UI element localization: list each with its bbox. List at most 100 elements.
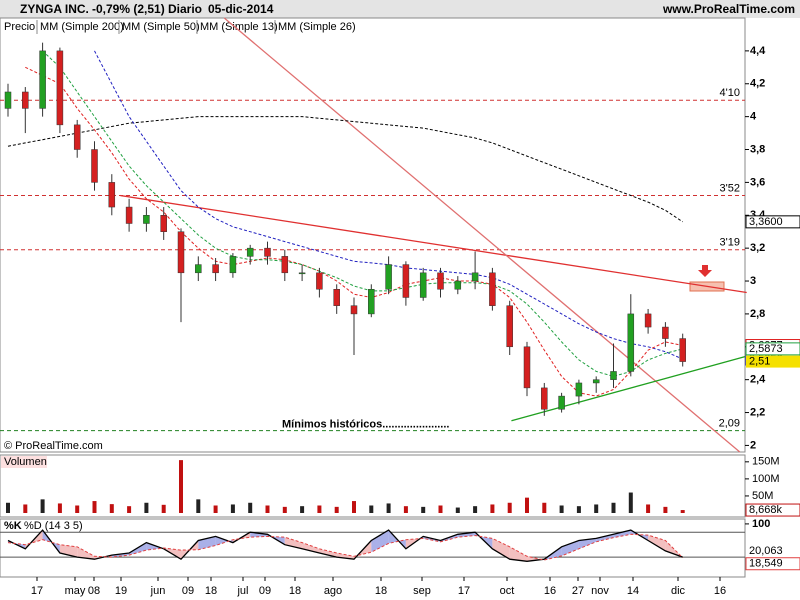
volume-bar (594, 504, 599, 513)
y-tick-label: 4 (750, 111, 757, 123)
stoch-fill (613, 530, 631, 538)
x-tick-label: 18 (375, 585, 387, 597)
candle-body (281, 256, 289, 274)
y-tick-label: 150M (752, 456, 780, 468)
y-tick-label: 4,4 (750, 45, 766, 57)
candle-body (454, 280, 462, 290)
candle-body (662, 326, 669, 339)
volume-bar (490, 504, 495, 513)
candle-body (177, 231, 185, 274)
candle-body (91, 149, 98, 183)
volume-bar (628, 492, 633, 513)
x-tick-label: 16 (714, 585, 726, 597)
volume-bar (403, 506, 408, 513)
x-tick-label: 08 (88, 585, 100, 597)
trend-line (120, 194, 747, 294)
period: Diario (168, 2, 202, 16)
y-tick-label: 2,8 (750, 308, 765, 320)
candle-body (541, 387, 548, 410)
candle-body (264, 247, 271, 257)
x-tick-label: 09 (259, 585, 271, 597)
candle-body (506, 305, 513, 348)
copyright: © ProRealTime.com (4, 440, 103, 452)
stoch-fill (509, 546, 527, 562)
volume-bar (57, 503, 62, 513)
candle-body (523, 346, 531, 389)
stoch-fill (578, 538, 597, 549)
volume-bar (282, 506, 287, 513)
stoch-line (7, 529, 683, 562)
volume-bar (507, 502, 512, 513)
header-bar (0, 0, 800, 18)
stoch-tag: 20,063 (749, 545, 783, 557)
candle-body (246, 247, 254, 257)
x-tick-label: sep (413, 585, 431, 597)
volume-bar (92, 501, 97, 513)
x-tick-label: jun (150, 585, 166, 597)
x-tick-label: 17 (458, 585, 470, 597)
price-tag-box (745, 215, 800, 229)
volume-bar (6, 502, 10, 513)
candle-body (125, 206, 133, 224)
stoch-fill (25, 530, 43, 549)
candle-body (644, 313, 652, 328)
price-tag: 2,51 (749, 355, 770, 367)
volume-bar (127, 506, 132, 513)
y-tick-label: 100 (752, 518, 770, 530)
ma-line (94, 50, 683, 360)
candle-body (39, 50, 46, 109)
volume-bar (161, 504, 166, 513)
candle-body (229, 256, 237, 274)
stoch-fill (371, 530, 389, 553)
x-tick-label: ago (324, 585, 342, 597)
site: www.ProRealTime.com (662, 2, 795, 16)
candle-body (419, 272, 427, 298)
volume-bar (109, 504, 114, 513)
volume-bar (473, 506, 478, 513)
volume-bar (179, 460, 183, 513)
volume-bar (663, 506, 668, 513)
x-tick-label: 14 (627, 585, 639, 597)
legend-entry: MM (Simple 26) (278, 21, 356, 33)
x-tick-label: nov (591, 585, 609, 597)
x-tick-label: may (65, 585, 86, 597)
legend-entry: MM (Simple 13) (200, 21, 278, 33)
candle-body (385, 264, 392, 290)
level-note: Mínimos históricos...................... (282, 419, 449, 431)
ma-line (7, 116, 683, 223)
volume-bar (438, 505, 443, 513)
y-tick-label: 2,2 (750, 406, 765, 418)
stoch-frame (0, 518, 746, 578)
volume-bar (213, 505, 218, 513)
price-tag-box (745, 342, 800, 356)
stoch-fill (215, 536, 233, 546)
candle-body (56, 50, 64, 126)
candle-body (298, 272, 306, 275)
candle-body (316, 272, 323, 290)
level-label: 3'19 (720, 237, 740, 249)
volume-bar (369, 505, 374, 513)
x-tick-label: 18 (289, 585, 301, 597)
stoch-fill (492, 538, 510, 560)
volume-bar (144, 502, 149, 513)
stoch-line (7, 533, 684, 561)
candle-body (108, 182, 116, 208)
volume-bar (680, 510, 685, 513)
stoch-fill (302, 542, 320, 553)
volume-bar (576, 506, 581, 513)
date: 05-dic-2014 (208, 2, 274, 16)
volume-bar (248, 502, 253, 513)
candle-body (402, 264, 410, 298)
legend-entry: Precio (4, 21, 35, 33)
x-tick-label: 09 (182, 585, 194, 597)
volume-bar (611, 502, 616, 513)
volume-bar (317, 505, 322, 513)
stoch-fill (284, 537, 303, 549)
candle-body (575, 382, 583, 397)
volume-bar (196, 499, 201, 513)
x-tick-label: 17 (31, 585, 43, 597)
candle-body (627, 313, 635, 372)
panel-title-box (1, 456, 47, 468)
volume-tag-box (745, 503, 800, 517)
